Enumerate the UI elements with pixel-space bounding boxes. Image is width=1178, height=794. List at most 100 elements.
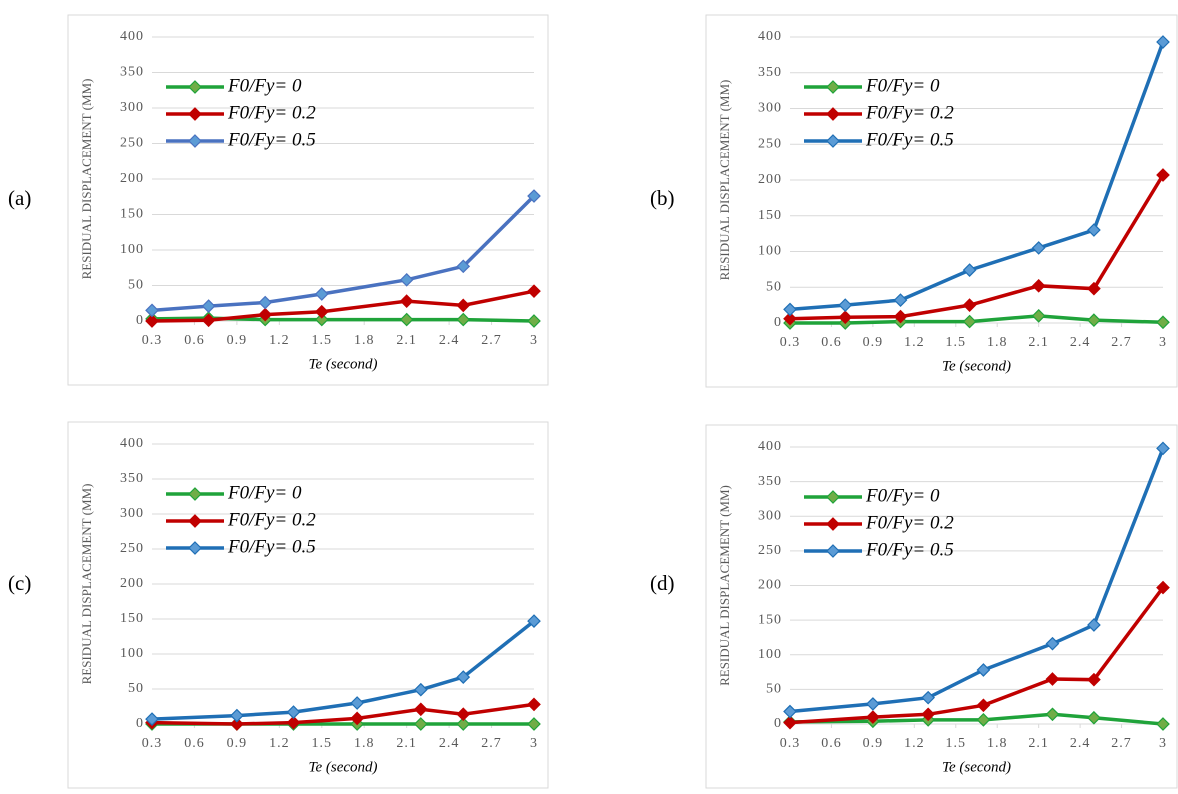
y-tick-label: 0 — [136, 313, 144, 328]
y-tick-label: 0 — [774, 716, 782, 731]
x-tick-label: 0.3 — [780, 736, 801, 751]
y-tick-label: 400 — [120, 436, 144, 451]
y-tick-label: 50 — [128, 278, 144, 293]
chart-frame — [705, 424, 1178, 789]
x-tick-label: 2.1 — [396, 333, 417, 348]
data-point — [399, 294, 414, 308]
data-point — [1087, 710, 1101, 725]
legend-label: F0/Fy= 0.2 — [227, 102, 316, 123]
data-point — [1045, 707, 1060, 722]
x-tick-label: 0.3 — [142, 736, 163, 751]
legend-label: F0/Fy= 0 — [865, 485, 940, 506]
y-tick-label: 400 — [758, 439, 782, 454]
x-tick-label: 1.8 — [354, 333, 375, 348]
data-point — [258, 295, 273, 310]
data-point — [1031, 309, 1046, 323]
x-tick-label: 1.8 — [987, 335, 1008, 350]
x-tick-label: 2.1 — [1028, 736, 1049, 751]
x-tick-label: 1.2 — [904, 736, 925, 751]
data-point — [866, 697, 880, 711]
data-point — [962, 298, 977, 312]
data-point — [1156, 35, 1170, 49]
data-point — [350, 696, 364, 710]
data-point — [456, 670, 471, 684]
x-tick-label: 1.2 — [269, 333, 290, 348]
x-tick-label: 0.6 — [184, 736, 205, 751]
data-point — [1087, 672, 1101, 687]
x-tick-label: 2.4 — [439, 736, 460, 751]
data-point — [456, 312, 471, 327]
panel-label: (c) — [8, 571, 31, 595]
x-tick-label: 1.8 — [987, 736, 1008, 751]
x-tick-label: 1.5 — [946, 736, 967, 751]
chart: (d) 0 50 100 150 200 250 300 350 400 0.3 0.6 0.9 1.2 1… — [650, 424, 1178, 789]
legend-label: F0/Fy= 0.2 — [865, 102, 954, 123]
data-point — [456, 259, 471, 274]
legend-marker — [826, 107, 840, 121]
chart-frame — [705, 14, 1178, 388]
data-point — [1156, 580, 1170, 595]
y-tick-label: 100 — [758, 244, 782, 259]
y-tick-label: 300 — [758, 508, 782, 523]
y-tick-label: 0 — [774, 315, 782, 330]
x-tick-label: 2.4 — [1070, 335, 1091, 350]
data-point — [456, 298, 471, 313]
data-point — [258, 307, 273, 322]
panel-label: (b) — [650, 186, 675, 210]
legend-marker — [188, 80, 202, 94]
y-axis-label: RESIDUAL DISPLACEMENT (MM) — [717, 485, 732, 686]
x-tick-label: 2.1 — [1028, 335, 1049, 350]
legend-label: F0/Fy= 0.5 — [865, 129, 954, 150]
data-point — [314, 312, 329, 327]
data-point — [413, 702, 428, 717]
x-axis-label: Te (second) — [308, 759, 377, 775]
y-tick-label: 150 — [120, 611, 144, 626]
data-point — [921, 690, 935, 705]
legend-marker — [188, 514, 202, 528]
y-tick-label: 400 — [120, 29, 144, 44]
legend-label: F0/Fy= 0.5 — [227, 536, 316, 557]
data-point — [866, 710, 880, 724]
legend-marker — [826, 80, 840, 94]
legend-marker — [188, 541, 202, 555]
legend-label: F0/Fy= 0 — [865, 75, 940, 96]
x-tick-label: 3 — [530, 333, 538, 348]
data-point — [921, 707, 935, 722]
y-tick-label: 100 — [120, 646, 144, 661]
x-tick-label: 2.4 — [1070, 736, 1091, 751]
y-tick-label: 50 — [766, 279, 782, 294]
y-axis-label: RESIDUAL DISPLACEMENT (MM) — [717, 80, 732, 281]
data-point — [456, 717, 471, 731]
y-tick-label: 100 — [758, 647, 782, 662]
data-point — [976, 698, 991, 713]
y-tick-label: 350 — [120, 65, 144, 80]
chart-frame — [67, 421, 549, 789]
y-axis-label: RESIDUAL DISPLACEMENT (MM) — [79, 79, 94, 280]
data-point — [976, 663, 991, 677]
y-tick-label: 150 — [120, 207, 144, 222]
data-point — [399, 312, 414, 327]
y-tick-label: 100 — [120, 242, 144, 257]
data-point — [1156, 441, 1170, 456]
data-point — [527, 614, 541, 628]
x-tick-label: 3 — [1159, 335, 1167, 350]
y-tick-label: 50 — [766, 682, 782, 697]
legend-label: F0/Fy= 0.2 — [227, 509, 316, 530]
y-tick-label: 300 — [120, 506, 144, 521]
data-point — [838, 298, 853, 312]
y-tick-label: 250 — [758, 136, 782, 151]
x-tick-label: 0.9 — [863, 335, 884, 350]
data-point — [230, 717, 244, 731]
chart: (c) 0 50 100 150 200 250 300 350 400 0.3 0.6 0.9 1.2 1… — [8, 421, 549, 789]
data-point — [1045, 672, 1060, 686]
x-tick-label: 2.7 — [1111, 335, 1132, 350]
data-point — [893, 293, 908, 307]
data-point — [1087, 281, 1101, 296]
x-tick-label: 3 — [1159, 736, 1167, 751]
data-point — [1045, 636, 1060, 651]
data-point — [1156, 168, 1170, 182]
x-tick-label: 1.5 — [312, 736, 333, 751]
y-tick-label: 150 — [758, 612, 782, 627]
data-point — [350, 711, 364, 726]
